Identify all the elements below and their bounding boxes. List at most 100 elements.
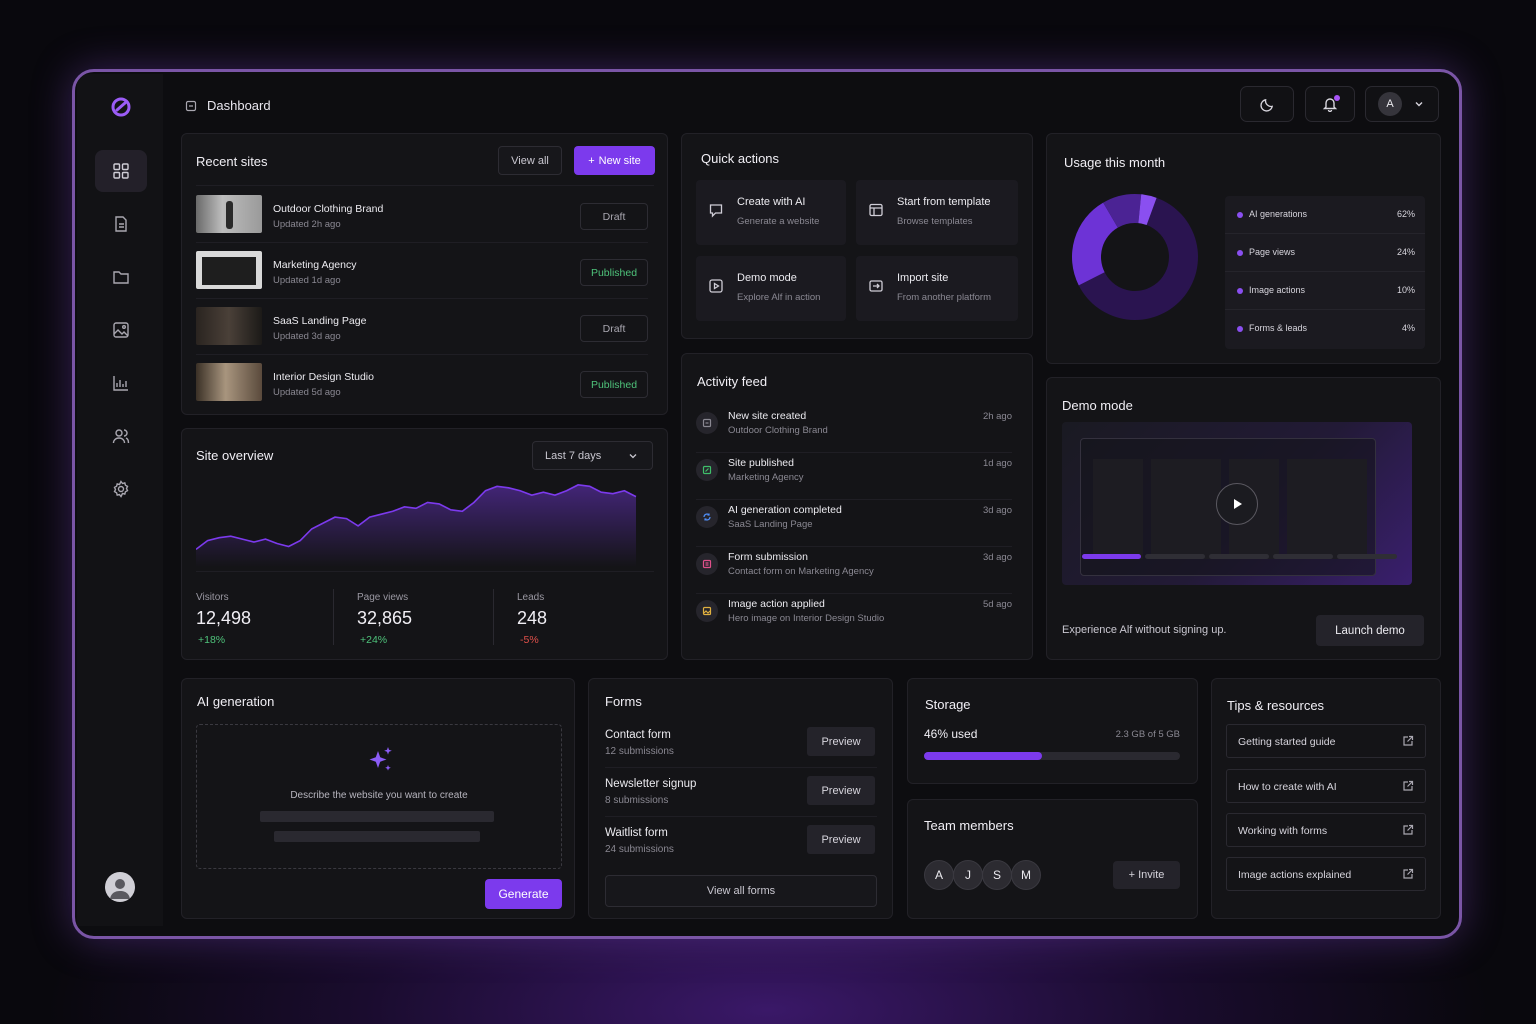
sidebar-item-settings[interactable] bbox=[95, 468, 147, 510]
avatar[interactable] bbox=[105, 872, 135, 902]
activity-title: AI generation completed bbox=[728, 504, 842, 516]
site-thumbnail bbox=[196, 307, 262, 345]
quick-action-subtitle: From another platform bbox=[897, 292, 991, 303]
tip-link[interactable]: How to create with AI bbox=[1226, 769, 1426, 803]
ai-generation-card: AI generation Describe the website you w… bbox=[181, 678, 575, 919]
preview-button[interactable]: Preview bbox=[807, 825, 875, 854]
status-badge[interactable]: Published bbox=[580, 371, 648, 398]
generate-button[interactable]: Generate bbox=[485, 879, 562, 909]
notifications-button[interactable] bbox=[1305, 86, 1355, 122]
activity-time: 3d ago bbox=[982, 505, 1012, 516]
team-avatar[interactable]: S bbox=[982, 860, 1012, 890]
gear-icon bbox=[113, 480, 129, 498]
prompt-dropzone[interactable]: Describe the website you want to create bbox=[196, 724, 562, 869]
sidebar-item-dashboard[interactable] bbox=[95, 150, 147, 192]
form-name: Waitlist form bbox=[605, 827, 668, 839]
site-updated: Updated 3d ago bbox=[273, 331, 341, 342]
table-row[interactable]: Marketing Agency Updated 1d ago Publishe… bbox=[196, 243, 648, 299]
account-menu[interactable]: A bbox=[1365, 86, 1439, 122]
demo-progress-segment bbox=[1337, 554, 1397, 559]
tip-label: Working with forms bbox=[1238, 825, 1328, 837]
activity-detail: Hero image on Interior Design Studio bbox=[728, 613, 885, 624]
published-icon bbox=[702, 465, 712, 475]
ai-refresh-icon bbox=[703, 513, 711, 521]
grid-icon bbox=[113, 163, 129, 179]
demo-progress-segment bbox=[1145, 554, 1205, 559]
demo-progress-segment bbox=[1209, 554, 1269, 559]
play-button[interactable] bbox=[1216, 483, 1258, 525]
status-badge[interactable]: Draft bbox=[580, 203, 648, 230]
site-overview-title: Site overview bbox=[196, 448, 274, 463]
list-item[interactable]: Newsletter signup 8 submissions Preview bbox=[605, 768, 877, 817]
site-name: SaaS Landing Page bbox=[273, 315, 367, 327]
play-icon bbox=[1234, 499, 1242, 509]
list-item[interactable]: AI generation completed SaaS Landing Pag… bbox=[696, 500, 1012, 547]
view-all-button[interactable]: View all bbox=[498, 146, 562, 175]
launch-demo-button[interactable]: Launch demo bbox=[1316, 615, 1424, 646]
quick-action-import[interactable]: Import site From another platform bbox=[856, 256, 1018, 321]
sidebar-item-pages[interactable] bbox=[95, 203, 147, 245]
mock-sidebar bbox=[1093, 459, 1143, 559]
quick-action-create-ai[interactable]: Create with AI Generate a website bbox=[696, 180, 846, 245]
legend-label: AI generations bbox=[1249, 209, 1308, 219]
quick-action-subtitle: Generate a website bbox=[737, 216, 820, 227]
tip-link[interactable]: Image actions explained bbox=[1226, 857, 1426, 891]
tip-link[interactable]: Getting started guide bbox=[1226, 724, 1426, 758]
legend-dot bbox=[1237, 250, 1243, 256]
site-updated: Updated 5d ago bbox=[273, 387, 341, 398]
invite-button[interactable]: + Invite bbox=[1113, 861, 1180, 889]
table-row[interactable]: SaaS Landing Page Updated 3d ago Draft bbox=[196, 299, 648, 355]
users-icon bbox=[112, 429, 130, 444]
list-item[interactable]: Form submission Contact form on Marketin… bbox=[696, 547, 1012, 594]
activity-icon bbox=[696, 412, 718, 434]
stat-label: Leads bbox=[517, 592, 545, 603]
logo-icon[interactable] bbox=[110, 96, 132, 118]
list-item[interactable]: Contact form 12 submissions Preview bbox=[605, 719, 877, 768]
plus-icon: + bbox=[588, 154, 595, 167]
demo-video[interactable] bbox=[1062, 422, 1412, 585]
legend-label: Page views bbox=[1249, 247, 1296, 257]
donut-slice bbox=[1103, 194, 1142, 228]
storage-detail: 2.3 GB of 5 GB bbox=[1115, 729, 1180, 740]
bell-icon bbox=[1322, 98, 1338, 112]
quick-action-template[interactable]: Start from template Browse templates bbox=[856, 180, 1018, 245]
status-badge[interactable]: Published bbox=[580, 259, 648, 286]
form-submissions: 12 submissions bbox=[605, 746, 674, 757]
list-item[interactable]: New site created Outdoor Clothing Brand … bbox=[696, 406, 1012, 453]
mock-panel bbox=[1151, 459, 1221, 559]
ai-generation-title: AI generation bbox=[197, 694, 275, 709]
tip-link[interactable]: Working with forms bbox=[1226, 813, 1426, 847]
usage-donut-chart bbox=[1072, 194, 1198, 320]
page-icon bbox=[185, 100, 197, 111]
quick-action-title: Demo mode bbox=[737, 272, 797, 284]
team-avatar[interactable]: A bbox=[924, 860, 954, 890]
demo-progress-segment bbox=[1082, 554, 1141, 559]
list-item[interactable]: Image action applied Hero image on Inter… bbox=[696, 594, 1012, 641]
table-row[interactable]: Outdoor Clothing Brand Updated 2h ago Dr… bbox=[196, 187, 648, 243]
range-select[interactable]: Last 7 days bbox=[532, 441, 653, 470]
list-item[interactable]: Site published Marketing Agency 1d ago bbox=[696, 453, 1012, 500]
preview-button[interactable]: Preview bbox=[807, 776, 875, 805]
quick-action-demo[interactable]: Demo mode Explore Alf in action bbox=[696, 256, 846, 321]
team-avatar[interactable]: J bbox=[953, 860, 983, 890]
demo-mode-title: Demo mode bbox=[1062, 398, 1133, 413]
list-item[interactable]: Waitlist form 24 submissions Preview bbox=[605, 817, 877, 866]
theme-toggle-button[interactable] bbox=[1240, 86, 1294, 122]
storage-card: Storage 46% used 2.3 GB of 5 GB bbox=[907, 678, 1198, 784]
view-all-forms-button[interactable]: View all forms bbox=[605, 875, 877, 907]
team-avatar[interactable]: M bbox=[1011, 860, 1041, 890]
status-badge[interactable]: Draft bbox=[580, 315, 648, 342]
chevron-down-icon bbox=[629, 453, 637, 458]
new-site-button[interactable]: + New site bbox=[574, 146, 655, 175]
table-row[interactable]: Interior Design Studio Updated 5d ago Pu… bbox=[196, 355, 648, 411]
sidebar-item-analytics[interactable] bbox=[95, 362, 147, 404]
mock-panel bbox=[1287, 459, 1367, 559]
stat-delta: +18% bbox=[198, 634, 226, 646]
preview-button[interactable]: Preview bbox=[807, 727, 875, 756]
legend-value: 62% bbox=[1396, 209, 1415, 219]
sidebar-item-media[interactable] bbox=[95, 309, 147, 351]
sidebar-item-files[interactable] bbox=[95, 256, 147, 298]
site-name: Outdoor Clothing Brand bbox=[273, 203, 384, 215]
quick-action-title: Start from template bbox=[897, 196, 991, 208]
sidebar-item-team[interactable] bbox=[95, 415, 147, 457]
